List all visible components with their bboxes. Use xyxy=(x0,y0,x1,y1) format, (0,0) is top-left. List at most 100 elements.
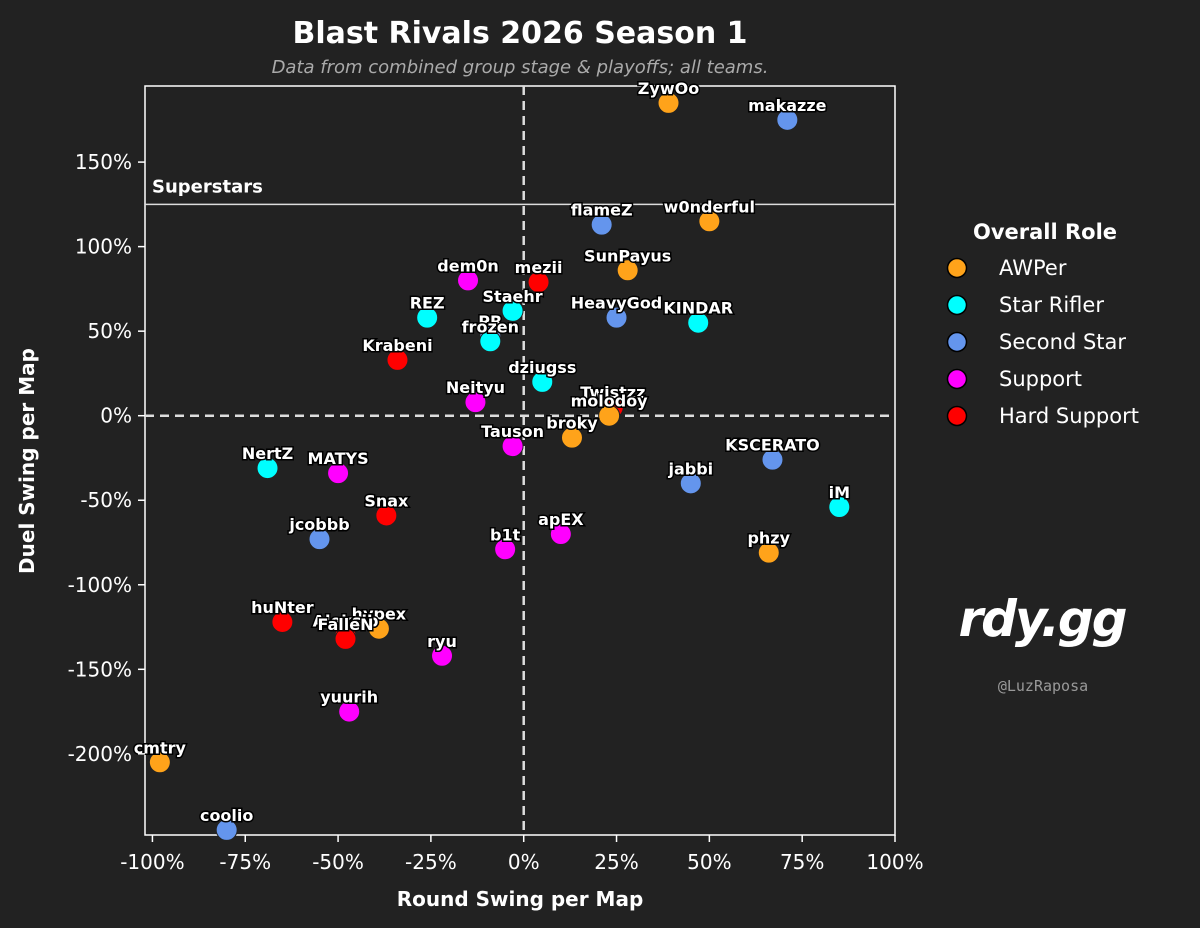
data-point xyxy=(308,528,331,551)
data-point xyxy=(679,472,702,495)
data-point xyxy=(757,541,780,564)
y-tick-label: -50% xyxy=(80,488,132,512)
point-label: HeavyGod xyxy=(571,294,662,313)
y-tick-label: -100% xyxy=(68,573,132,597)
point-label: cmtry xyxy=(134,738,187,757)
point-label: w0nderful xyxy=(664,197,755,216)
legend-title: Overall Role xyxy=(973,220,1117,244)
data-point xyxy=(501,299,524,322)
point-label: ZywOo xyxy=(638,79,699,98)
data-point xyxy=(549,523,572,546)
point-label: iM xyxy=(829,483,850,502)
y-axis-label: Duel Swing per Map xyxy=(15,348,39,574)
point-label: dziugss xyxy=(508,358,576,377)
data-point xyxy=(271,610,294,633)
legend-marker xyxy=(946,368,968,390)
data-point xyxy=(338,700,361,723)
plot-frame xyxy=(144,85,896,836)
data-point xyxy=(431,644,454,667)
data-point xyxy=(457,269,480,292)
brand-handle: @LuzRaposa xyxy=(998,677,1088,695)
data-point xyxy=(464,391,487,414)
legend-entry-label: Second Star xyxy=(999,330,1126,354)
point-label: apEX xyxy=(538,510,584,529)
chart-title: Blast Rivals 2026 Season 1 xyxy=(292,16,747,51)
point-label: Tauson xyxy=(481,422,544,441)
data-point xyxy=(560,426,583,449)
x-axis: -100% -75% -50% -25% 0% 25% 50% 75% 100% xyxy=(120,835,924,874)
chart-subtitle: Data from combined group stage & playoff… xyxy=(272,57,769,78)
data-point xyxy=(657,91,680,114)
point-labels: ZywOo makazze flameZ w0nderful SunPayus dem0n… xyxy=(132,77,851,826)
y-tick-label: 50% xyxy=(88,319,132,343)
data-point xyxy=(479,330,502,353)
superstars-region: Superstars xyxy=(145,176,895,206)
data-point xyxy=(698,210,721,233)
brand-logo: rdy.gg xyxy=(958,590,1126,648)
data-point xyxy=(828,495,851,518)
data-point xyxy=(334,627,357,650)
x-tick-label: -25% xyxy=(405,850,457,874)
y-tick-label: 150% xyxy=(75,150,132,174)
point-label: phzy xyxy=(747,529,790,548)
point-label: REZ xyxy=(410,294,445,313)
x-tick-label: 0% xyxy=(508,850,540,874)
x-tick-label: 50% xyxy=(687,850,731,874)
point-label: dem0n xyxy=(437,256,499,275)
legend-marker xyxy=(946,331,968,353)
legend-entry-label: Support xyxy=(999,367,1082,391)
point-label: Snax xyxy=(364,491,409,510)
data-point xyxy=(616,259,639,282)
legend-marker xyxy=(946,294,968,316)
y-tick-label: -200% xyxy=(68,742,132,766)
point-label: MATYS xyxy=(308,449,369,468)
x-axis-label: Round Swing per Map xyxy=(397,887,644,911)
data-points xyxy=(148,91,851,841)
data-point xyxy=(531,370,554,393)
point-label: coolio xyxy=(200,806,253,825)
point-label: molodoy xyxy=(571,392,649,411)
point-label: Neityu xyxy=(446,378,505,397)
data-point xyxy=(494,538,517,561)
point-label: KINDAR xyxy=(663,299,733,318)
point-label: KSCERATO xyxy=(725,436,820,455)
data-point xyxy=(590,213,613,236)
data-point xyxy=(776,108,799,131)
point-label: ryu xyxy=(427,632,457,651)
point-label: huNter xyxy=(251,598,314,617)
plot-area: Superstars ZywOo makazze flameZ w0nderful Su… xyxy=(132,77,896,841)
point-label: jabbi xyxy=(667,459,713,478)
point-label: hypex xyxy=(352,605,407,624)
legend-entry-label: Hard Support xyxy=(999,404,1139,428)
point-label: jcobbb xyxy=(288,515,349,534)
legend-entry-label: AWPer xyxy=(999,256,1067,280)
y-tick-label: -150% xyxy=(68,657,132,681)
point-label: broky xyxy=(546,414,598,433)
data-point xyxy=(367,617,390,640)
data-point xyxy=(527,271,550,294)
y-axis: 150% 100% 50% 0% -50% -100% -150% -200% xyxy=(68,150,145,766)
y-tick-label: 0% xyxy=(100,404,132,428)
point-label: Aleksib xyxy=(313,611,379,630)
branding: rdy.gg @LuzRaposa xyxy=(958,590,1128,695)
point-label: Krabeni xyxy=(362,336,432,355)
legend-marker xyxy=(946,257,968,279)
point-label: Twistzz xyxy=(580,383,645,402)
point-label: PR xyxy=(478,312,502,331)
point-label: mezii xyxy=(515,258,563,277)
x-tick-label: 25% xyxy=(594,850,638,874)
point-label: flameZ xyxy=(571,201,633,220)
x-tick-label: -75% xyxy=(219,850,271,874)
data-point xyxy=(416,306,439,329)
legend-marker xyxy=(946,405,968,427)
data-point xyxy=(256,457,279,480)
data-point xyxy=(598,404,621,427)
x-tick-label: -50% xyxy=(312,850,364,874)
point-label: frozen xyxy=(462,317,519,336)
data-point xyxy=(375,504,398,527)
point-label: b1t xyxy=(490,525,521,544)
point-label: FalleN xyxy=(317,615,373,634)
x-tick-label: -100% xyxy=(120,850,184,874)
